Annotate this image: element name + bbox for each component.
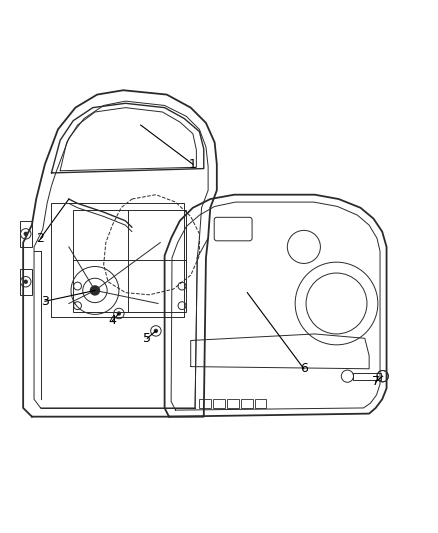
Text: 4: 4 xyxy=(109,314,117,327)
Text: 1: 1 xyxy=(189,158,197,171)
Bar xyxy=(20,269,32,295)
Text: 6: 6 xyxy=(300,362,308,375)
Text: 3: 3 xyxy=(41,295,49,308)
Bar xyxy=(241,399,253,408)
Bar xyxy=(213,399,225,408)
Circle shape xyxy=(90,285,100,296)
Text: 7: 7 xyxy=(372,375,380,389)
Text: 5: 5 xyxy=(143,332,151,345)
Circle shape xyxy=(24,279,28,284)
Text: 2: 2 xyxy=(37,232,45,245)
Bar xyxy=(255,399,266,408)
Bar xyxy=(73,210,186,312)
Bar xyxy=(199,399,211,408)
Bar xyxy=(353,373,381,379)
Bar xyxy=(227,399,239,408)
Circle shape xyxy=(117,311,121,316)
Bar xyxy=(20,221,32,247)
Circle shape xyxy=(24,232,28,236)
Circle shape xyxy=(154,329,158,333)
